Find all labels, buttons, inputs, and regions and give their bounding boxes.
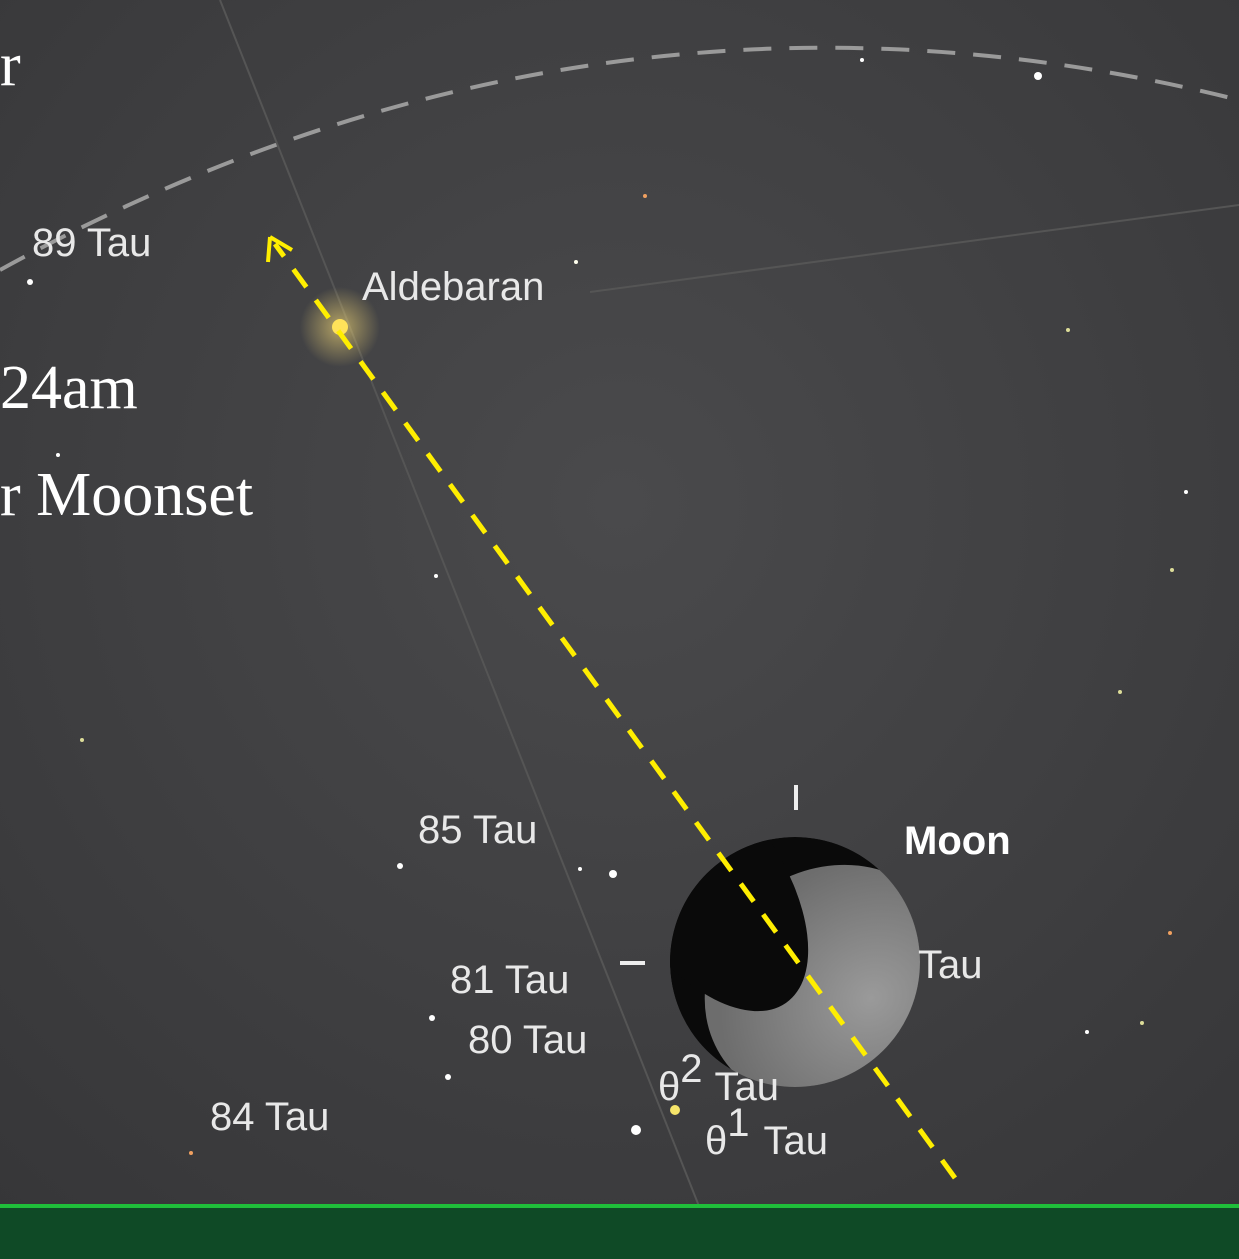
star-label: 89 Tau	[32, 221, 151, 265]
sky	[0, 0, 1239, 1259]
star-label: 80 Tau	[468, 1018, 587, 1062]
star-label: 84 Tau	[210, 1095, 329, 1139]
greek-letter: θ	[705, 1119, 727, 1163]
star-label: Aldebaran	[362, 265, 544, 309]
ground	[0, 1205, 1239, 1259]
overlay-text: r	[0, 31, 21, 99]
star-label: Tau	[918, 943, 983, 987]
label-rest: Tau	[764, 1119, 829, 1163]
superscript: 2	[680, 1047, 702, 1091]
sky-view: r 24am r Moonset 89 Tau Aldebaran 85 Tau…	[0, 0, 1239, 1259]
overlay-text: 24am	[0, 354, 138, 422]
overlay-text: r Moonset	[0, 461, 253, 529]
superscript: 1	[727, 1101, 749, 1145]
star-label: 85 Tau	[418, 808, 537, 852]
greek-letter: θ	[658, 1065, 680, 1109]
moon-label: Moon	[904, 819, 1011, 863]
star-label: 81 Tau	[450, 958, 569, 1002]
